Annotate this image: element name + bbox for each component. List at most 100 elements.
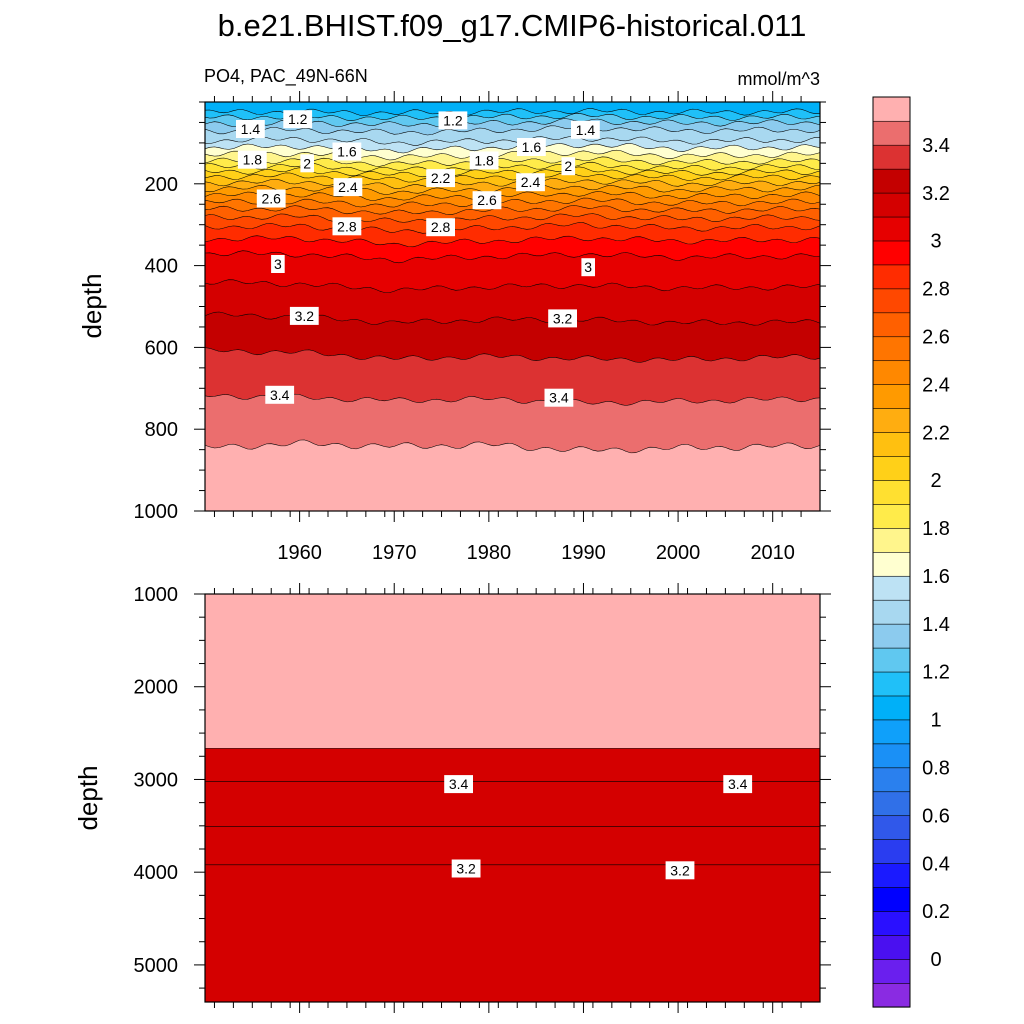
contour-label-box: [332, 217, 362, 236]
contour-label: 3.4: [265, 385, 295, 404]
contour-label: 3.4: [444, 775, 473, 794]
colorbar-segment: [872, 527, 911, 553]
colorbar-segment: [872, 767, 911, 793]
upper-contour-lines: [204, 108, 821, 454]
contour-label: 3.4: [544, 388, 574, 407]
figure-title: b.e21.BHIST.f09_g17.CMIP6-historical.011: [218, 8, 807, 43]
contour-label-box: [283, 110, 313, 129]
colorbar-segment: [872, 144, 911, 170]
x-tick-label: 1980: [467, 542, 512, 564]
upper-contour-labels: 1.2 1.2 1.4 1.4 1.6 1.6 1.8 1.8 2 2 2.2 2.4 2.4 2.6 2.…: [236, 110, 600, 407]
colorbar-segment: [872, 192, 911, 218]
contour-band-fill: [205, 250, 820, 293]
contour-label: 2: [561, 157, 576, 176]
colorbar-segment: [872, 934, 911, 960]
contour-label-text: 3: [584, 259, 592, 275]
colorbar-segment: [872, 479, 911, 505]
y-tick-label: 400: [145, 256, 178, 278]
colorbar-frame: [872, 96, 911, 1008]
contour-label: 1.4: [236, 120, 265, 138]
colorbar-segment: [872, 886, 911, 912]
contour-line: [204, 191, 821, 201]
contour-label: 2.6: [472, 191, 502, 210]
contour-label-box: [426, 218, 455, 237]
contour-line: [204, 213, 821, 224]
colorbar-segment: [872, 839, 911, 864]
colorbar-segment: [872, 982, 911, 1008]
contour-label-box: [516, 173, 545, 192]
contour-label: 1.8: [237, 150, 267, 169]
colorbar-segment: [872, 910, 911, 936]
contour-label-box: [438, 111, 468, 130]
contour-label-box: [237, 150, 267, 169]
colorbar-tick-label: 1.8: [922, 518, 950, 540]
units-label: mmol/m^3: [738, 69, 820, 89]
colorbar-segment: [872, 647, 911, 673]
contour-label-text: 1.6: [337, 144, 357, 160]
contour-label-text: 2.6: [477, 192, 497, 208]
contour-label: 3.4: [723, 775, 753, 794]
colorbar-segment: [872, 791, 911, 817]
contour-label-text: 1.6: [522, 139, 542, 155]
upper-filled-contours: [205, 102, 820, 511]
y-tick-label: 1000: [134, 501, 179, 523]
contour-band-fill: [205, 347, 820, 406]
y-tick-label: 800: [145, 419, 178, 441]
contour-line: [204, 149, 821, 161]
contour-label-box: [332, 142, 362, 161]
colorbar-segment: [872, 216, 911, 242]
contour-label-text: 2.8: [431, 219, 451, 235]
contour-label-box: [444, 775, 473, 794]
y-tick-label: 600: [145, 337, 178, 359]
contour-band-fill: [205, 198, 820, 215]
lower-contour-labels: 3.4 3.4 3.2 3.2: [444, 775, 753, 880]
contour-label-box: [469, 151, 499, 170]
upper-y-axis-label: depth: [77, 273, 107, 338]
contour-label-text: 3: [274, 256, 282, 272]
contour-line: [204, 235, 821, 248]
x-tick-label: 1990: [561, 542, 606, 564]
colorbar-tick-label: 0: [930, 949, 941, 971]
contour-band-fill: [205, 748, 820, 1002]
contour-label-text: 2.8: [337, 218, 357, 234]
colorbar-segment: [872, 503, 911, 529]
contour-label-box: [561, 157, 576, 176]
contour-label-box: [517, 138, 546, 156]
contour-band-fill: [205, 108, 820, 121]
contour-label-text: 2.4: [338, 179, 358, 195]
contour-band-fill: [205, 118, 820, 135]
colorbar-tick-label: 2.4: [922, 374, 950, 396]
colorbar-segment: [872, 599, 911, 625]
contour-label-box: [271, 255, 285, 273]
contour-label-box: [451, 859, 481, 878]
colorbar-tick-label: 2: [930, 470, 941, 492]
contour-label: 2.2: [426, 169, 455, 188]
contour-label: 3.2: [548, 309, 577, 328]
contour-label-box: [256, 189, 286, 208]
contour-label-box: [289, 306, 319, 325]
contour-label: 1.2: [438, 111, 468, 130]
contour-line: [204, 178, 821, 189]
contour-band-fill: [205, 279, 820, 326]
contour-band-fill: [205, 125, 820, 146]
contour-label: 2: [300, 154, 314, 173]
contour-label: 1.4: [571, 120, 600, 139]
contour-label-text: 1.4: [576, 122, 596, 138]
y-tick-label: 2000: [134, 677, 179, 699]
colorbar-segment: [872, 575, 911, 601]
contour-label-text: 2.2: [431, 170, 451, 186]
contour-label-text: 1.2: [443, 112, 463, 128]
contour-label: 1.2: [283, 110, 313, 129]
colorbar-segment: [872, 96, 911, 122]
contour-label-text: 1.8: [243, 152, 263, 168]
contour-label: 1.8: [469, 151, 499, 170]
colorbar-segment: [872, 336, 911, 362]
colorbar-segment: [872, 384, 911, 409]
contour-label-box: [723, 775, 753, 794]
colorbar-tick-label: 1.2: [922, 662, 950, 684]
contour-label-text: 3.2: [295, 308, 315, 324]
variable-region-label: PO4, PAC_49N-66N: [204, 66, 368, 87]
colorbar-segment: [872, 312, 911, 338]
colorbar-segment: [872, 288, 911, 314]
